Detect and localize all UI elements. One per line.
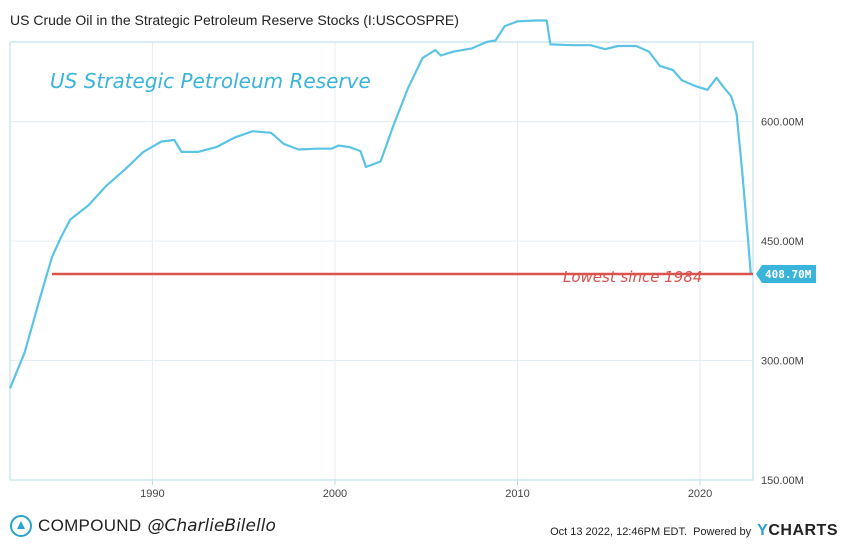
annotation-layer: US Strategic Petroleum Reserve Lowest sin… [50,69,702,286]
grid [10,42,753,480]
spr-stock-line [8,19,752,389]
y-tick-label: 300.00M [761,356,804,368]
ycharts-logo-y: Y [757,522,769,539]
ycharts-logo: YCHARTS [757,522,838,540]
compound-logo-icon [10,515,32,537]
x-tick-label: 2010 [505,488,529,500]
y-tick-label: 150.00M [761,475,804,487]
y-tick-label: 450.00M [761,236,804,248]
x-tick-label: 2020 [688,488,712,500]
x-tick-label: 2000 [323,488,347,500]
last-value-badge [756,264,816,283]
last-value-label: 408.70M [765,268,812,281]
plot-border [9,41,754,481]
footer-brand: COMPOUND @CharlieBilello [10,513,276,539]
plot-frame [9,41,754,481]
series-layer [8,19,752,389]
y-axis: 150.00M 300.00M 450.00M 600.00M [761,117,804,487]
timestamp: Oct 13 2022, 12:46PM EDT. [550,526,688,538]
y-tick-label: 600.00M [761,117,804,129]
lowest-since-1984-annotation: Lowest since 1984 [563,268,702,286]
x-axis: 1990 2000 2010 2020 [140,480,712,500]
reference-layer: 408.70M [51,264,816,283]
powered-by-label: Powered by [693,526,752,538]
footer-right: Oct 13 2022, 12:46PM EDT. Powered by YCH… [550,522,838,540]
chart-title: US Crude Oil in the Strategic Petroleum … [10,12,459,28]
x-tick-label: 1990 [140,488,164,500]
brand-handle: @CharlieBilello [147,516,276,536]
brand-name: COMPOUND [38,516,142,535]
ycharts-logo-rest: CHARTS [768,522,838,539]
chart-annotation-title: US Strategic Petroleum Reserve [50,69,371,93]
